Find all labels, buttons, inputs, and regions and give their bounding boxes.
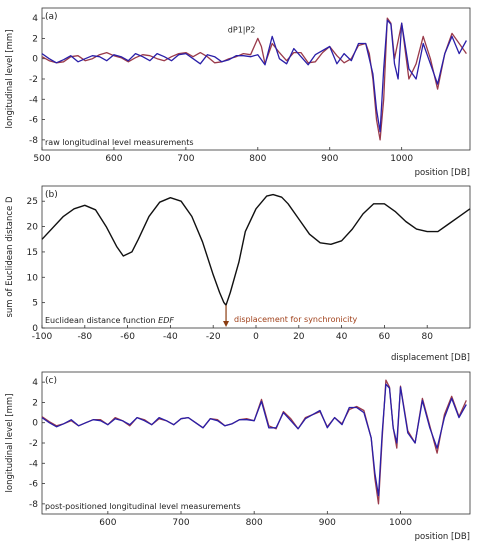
y-tick-label: -6 <box>29 480 38 490</box>
sync-annotation: displacement for synchronicity <box>234 315 357 324</box>
panel-caption: raw longitudinal level measurements <box>45 138 194 147</box>
series-line-2 <box>41 383 467 497</box>
y-tick-label: 5 <box>32 299 38 309</box>
y-tick-label: 4 <box>32 378 38 388</box>
y-tick-label: 0 <box>32 55 38 65</box>
x-tick-label: -20 <box>206 332 221 342</box>
chart-panel-1: 500 600 700 800 900 1000 4 2 0 -2 -4 -6 -8 (a) positio… <box>5 7 471 178</box>
y-tick-label: 10 <box>27 273 39 283</box>
x-axis-label: position [DB] <box>415 168 470 178</box>
series-line-2 <box>41 19 467 133</box>
y-tick-label: 2 <box>32 34 38 44</box>
y-tick-label: 2 <box>32 398 38 408</box>
y-axis-label: longitudinal level [mm] <box>5 394 15 493</box>
x-tick-label: 20 <box>293 332 305 342</box>
x-tick-label: 900 <box>321 154 338 164</box>
y-axis-label: longitudinal level [mm] <box>5 30 15 129</box>
series-line-1 <box>41 17 467 141</box>
panel-label: (b) <box>45 190 58 200</box>
series-line-1 <box>41 193 471 306</box>
plot-frame <box>41 7 471 151</box>
y-tick-label: 0 <box>32 324 38 334</box>
y-tick-label: -4 <box>29 95 38 105</box>
chart-panel-3: 600 700 800 900 1000 4 2 0 -2 -4 -6 -8 (c) position [… <box>5 371 471 542</box>
x-axis-label: position [DB] <box>415 532 470 542</box>
x-tick-label: -60 <box>120 332 135 342</box>
y-tick-label: 0 <box>32 419 38 429</box>
x-axis-label: displacement [DB] <box>391 353 470 363</box>
x-tick-label: -100 <box>32 332 53 342</box>
panel-label: (a) <box>45 12 58 22</box>
plot-frame <box>41 185 471 329</box>
y-tick-label: -2 <box>29 75 38 85</box>
plot-frame <box>41 371 471 515</box>
y-tick-label: 20 <box>27 223 39 233</box>
x-tick-label: 600 <box>105 154 122 164</box>
y-tick-label: 25 <box>27 197 38 207</box>
panel-caption: Euclidean distance function EDF <box>45 316 174 325</box>
y-tick-label: -4 <box>29 459 38 469</box>
x-tick-label: -80 <box>77 332 92 342</box>
x-tick-label: 600 <box>99 518 116 528</box>
x-tick-label: 800 <box>246 518 263 528</box>
y-tick-label: -8 <box>29 136 38 146</box>
x-tick-label: 700 <box>177 154 194 164</box>
x-tick-label: 0 <box>253 332 259 342</box>
x-tick-label: 1000 <box>390 154 413 164</box>
y-tick-label: -2 <box>29 439 38 449</box>
x-tick-label: 60 <box>379 332 391 342</box>
x-tick-label: 700 <box>172 518 189 528</box>
y-tick-label: 15 <box>27 248 38 258</box>
dp-annotation: dP1|P2 <box>228 26 256 35</box>
x-tick-label: 800 <box>249 154 266 164</box>
sync-arrow-head <box>223 321 230 327</box>
x-tick-label: 40 <box>336 332 348 342</box>
x-tick-label: 1000 <box>389 518 412 528</box>
y-tick-label: -8 <box>29 500 38 510</box>
x-tick-label: 80 <box>421 332 433 342</box>
caption-emphasis: EDF <box>156 316 175 325</box>
chart-panel-2: -100 -80 -60 -40 -20 0 20 40 60 80 25 20 15 10 5 0 (b) di… <box>5 185 471 363</box>
y-tick-label: 4 <box>32 14 38 24</box>
y-axis-label: sum of Euclidean distance D <box>5 196 15 317</box>
panel-caption: post-positioned longitudinal level measu… <box>45 502 241 511</box>
y-tick-label: -6 <box>29 116 38 126</box>
x-tick-label: 500 <box>33 154 50 164</box>
x-tick-label: -40 <box>163 332 178 342</box>
panel-label: (c) <box>45 376 57 386</box>
x-tick-label: 900 <box>319 518 336 528</box>
